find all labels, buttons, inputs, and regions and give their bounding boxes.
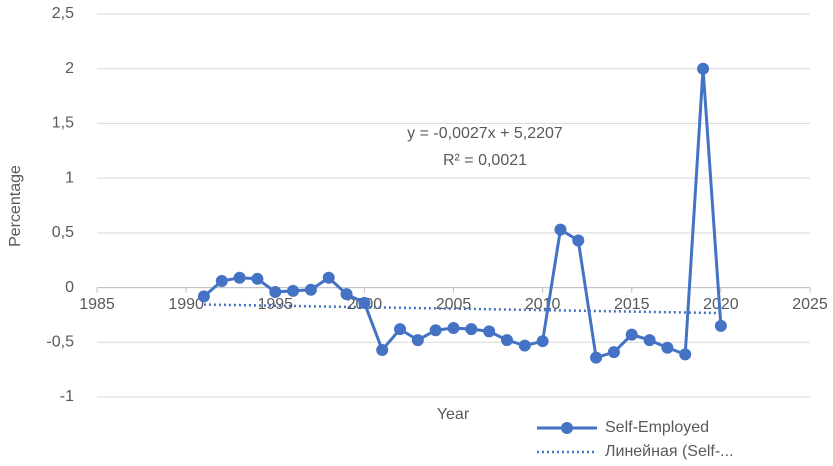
point xyxy=(465,323,478,336)
y-axis-label: Percentage xyxy=(7,165,24,247)
point xyxy=(483,325,496,338)
x-tick-label: 1985 xyxy=(79,296,115,313)
legend-label: Self-Employed xyxy=(605,419,709,436)
x-tick-label: 2025 xyxy=(792,296,828,313)
point xyxy=(714,319,727,332)
x-tick-label: 2015 xyxy=(614,296,650,313)
point xyxy=(215,275,228,288)
point xyxy=(340,288,353,301)
point xyxy=(358,296,371,309)
point xyxy=(679,348,692,361)
point xyxy=(447,322,460,335)
point xyxy=(376,343,389,356)
trend-line xyxy=(203,303,721,315)
y-tick-label: 0,5 xyxy=(52,224,74,241)
x-tick-label: 1990 xyxy=(168,296,204,313)
point xyxy=(287,284,300,297)
point xyxy=(643,334,656,347)
legend-marker xyxy=(561,422,573,434)
x-axis-label: Year xyxy=(437,406,470,423)
x-tick-label: 1995 xyxy=(257,296,293,313)
series-line xyxy=(202,68,723,360)
y-tick-label: -0,5 xyxy=(46,334,74,351)
y-tick-label: 2,5 xyxy=(52,5,74,22)
x-tick-label: 2005 xyxy=(436,296,472,313)
x-tick-label: 2020 xyxy=(703,296,739,313)
point xyxy=(233,271,246,284)
y-tick-label: 1,5 xyxy=(52,115,74,132)
point xyxy=(251,272,264,285)
annotation: y = -0,0027x + 5,2207 xyxy=(407,125,563,142)
y-tick-label: 0 xyxy=(65,279,74,296)
point xyxy=(322,271,335,284)
point xyxy=(536,335,549,348)
point xyxy=(607,346,620,359)
legend-label: Линейная (Self-... xyxy=(605,443,734,460)
point xyxy=(572,234,585,247)
point xyxy=(590,351,603,364)
point xyxy=(304,283,317,296)
point xyxy=(518,339,531,352)
y-tick-label: 1 xyxy=(65,169,74,186)
point xyxy=(411,334,424,347)
point xyxy=(661,341,674,354)
point xyxy=(269,285,282,298)
point xyxy=(197,290,210,303)
y-tick-label: 2 xyxy=(65,60,74,77)
x-tick-label: 2010 xyxy=(525,296,561,313)
annotation: R² = 0,0021 xyxy=(443,152,527,169)
point xyxy=(625,328,638,341)
point xyxy=(554,223,567,236)
point xyxy=(429,324,442,337)
point xyxy=(394,323,407,336)
point xyxy=(697,62,710,75)
point xyxy=(500,334,513,347)
y-tick-label: -1 xyxy=(60,388,74,405)
